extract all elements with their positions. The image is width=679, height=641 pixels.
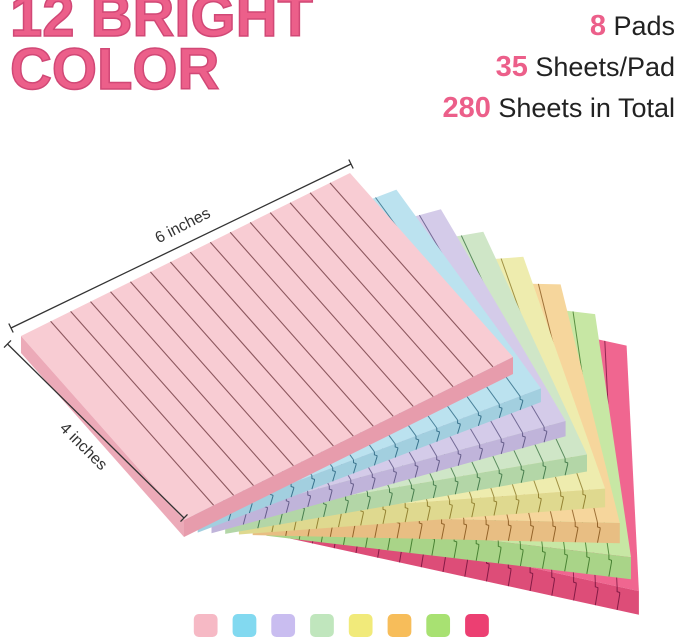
svg-text:6 inches: 6 inches	[153, 205, 214, 247]
